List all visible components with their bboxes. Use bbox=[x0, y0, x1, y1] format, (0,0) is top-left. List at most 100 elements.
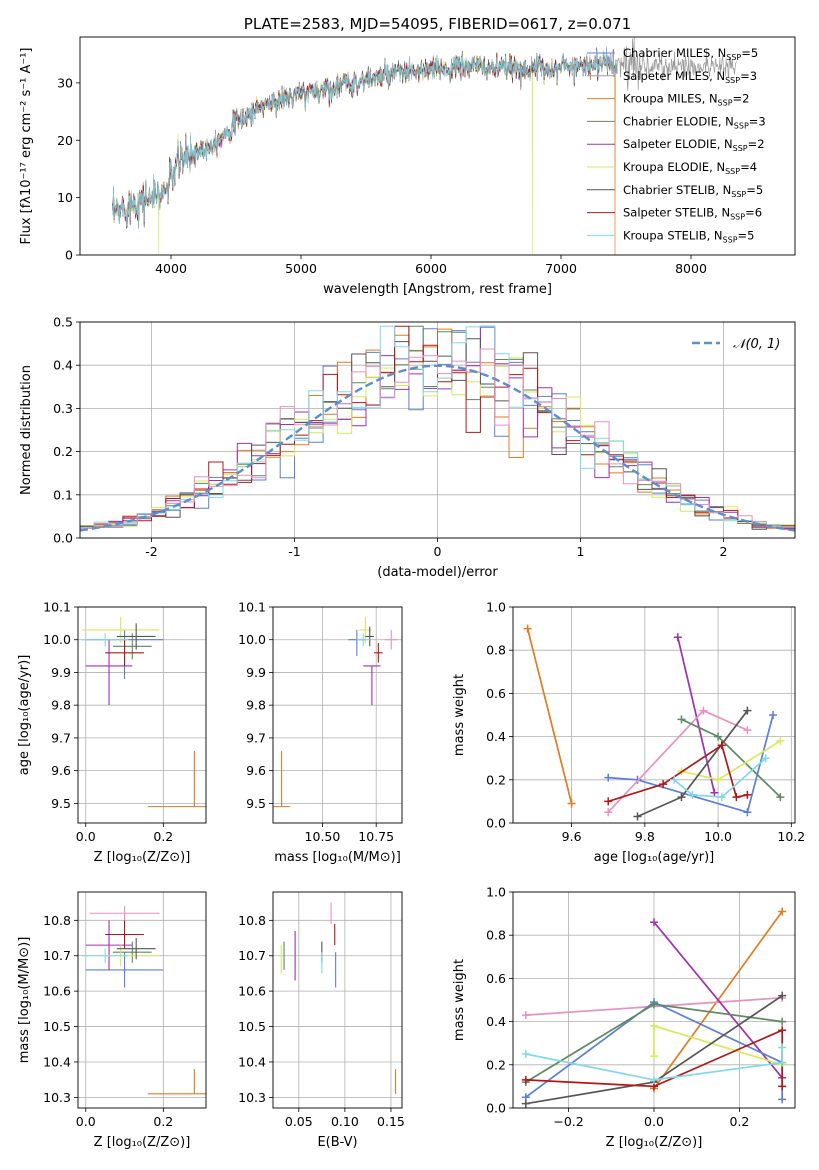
legend-sub: SSP bbox=[725, 76, 740, 85]
y-tick-label: 9.7 bbox=[51, 730, 71, 745]
y-tick-label: 0.2 bbox=[486, 772, 506, 787]
x-tick-label: 0.0 bbox=[644, 1114, 664, 1129]
weight-marker-salpeter-stelib bbox=[732, 793, 741, 802]
weight-line-kroupa-stelib bbox=[673, 757, 767, 798]
axes-frame bbox=[77, 891, 207, 1109]
weight-marker-kroupa-stelib bbox=[650, 1075, 658, 1084]
weight-marker-salpeter-elodie bbox=[710, 788, 719, 797]
weight-marker-extra_pink bbox=[699, 706, 708, 715]
legend-entry: Kroupa ELODIE, NSSP=4 bbox=[623, 160, 757, 176]
weight-marker-kroupa-elodie bbox=[650, 1021, 658, 1030]
y-tick-label: 1.0 bbox=[486, 600, 506, 615]
y-tick-label: 30 bbox=[57, 75, 73, 90]
legend-sub: SSP bbox=[733, 144, 748, 153]
y-tick-label: 10.1 bbox=[238, 600, 266, 615]
weight-marker-kroupa-elodie bbox=[714, 775, 723, 784]
x-tick-label: 10.2 bbox=[777, 829, 805, 844]
legend-sub: SSP bbox=[725, 167, 740, 176]
legend-entry: Salpeter ELODIE, NSSP=2 bbox=[623, 137, 765, 153]
x-tick-label: 0.05 bbox=[285, 1114, 313, 1129]
y-tick-label: 10.3 bbox=[238, 1090, 266, 1105]
legend-n: =2 bbox=[748, 137, 765, 151]
legend-sub: SSP bbox=[730, 213, 745, 222]
y-tick-label: 10.4 bbox=[43, 1054, 71, 1069]
weight-marker-chabrier-elodie bbox=[714, 732, 723, 741]
x-tick-label: 10.75 bbox=[358, 829, 394, 844]
weight-marker-salpeter-stelib bbox=[778, 1026, 787, 1035]
y-tick-label: 0.4 bbox=[53, 358, 73, 373]
legend-n: =3 bbox=[749, 114, 766, 128]
spectrum-line-kroupa-stelib bbox=[112, 46, 618, 229]
x-tick-label: 0.2 bbox=[730, 1114, 750, 1129]
y-tick-label: 10.6 bbox=[43, 984, 71, 999]
y-tick-label: 10.8 bbox=[238, 913, 266, 928]
weight-marker-kroupa-miles bbox=[567, 799, 576, 808]
point-chabrier-elodie bbox=[112, 633, 152, 660]
x-axis-label: wavelength [Angstrom, rest frame] bbox=[323, 282, 552, 297]
axes-frame bbox=[79, 321, 796, 539]
y-tick-label: 10.1 bbox=[43, 600, 71, 615]
x-tick-label: 5000 bbox=[285, 261, 317, 276]
weight-marker-chabrier-stelib bbox=[778, 991, 787, 1000]
x-tick-label: -1 bbox=[288, 544, 300, 559]
weight-marker-chabrier-stelib bbox=[677, 793, 686, 802]
legend-label: Kroupa ELODIE, N bbox=[623, 160, 725, 174]
point-extra_pink bbox=[384, 629, 398, 650]
y-tick-label: 1.0 bbox=[486, 885, 506, 900]
legend-entry: Kroupa STELIB, NSSP=5 bbox=[623, 228, 754, 244]
y-tick-label: 10.7 bbox=[43, 948, 71, 963]
y-tick-label: 0.6 bbox=[486, 686, 506, 701]
x-axis-label: Z [log₁₀(Z/Z⊙)] bbox=[606, 1135, 703, 1150]
legend-entry: Kroupa MILES, NSSP=2 bbox=[623, 92, 749, 108]
legend-entry: Chabrier MILES, NSSP=5 bbox=[623, 46, 758, 62]
weight-marker-chabrier-miles bbox=[778, 1095, 787, 1104]
axes-frame bbox=[512, 891, 796, 1109]
x-tick-label: 0.0 bbox=[76, 829, 96, 844]
weight-marker-salpeter-stelib bbox=[604, 797, 613, 806]
weight-marker-kroupa-stelib bbox=[688, 790, 697, 799]
y-tick-label: 0.3 bbox=[53, 401, 73, 416]
y-tick-label: 0.1 bbox=[53, 487, 73, 502]
legend-entry: Chabrier STELIB, NSSP=5 bbox=[623, 183, 763, 199]
legend-label: Salpeter STELIB, N bbox=[623, 206, 730, 220]
x-tick-label: 0.2 bbox=[153, 829, 173, 844]
x-tick-label: -2 bbox=[145, 544, 157, 559]
legend-normal-label: 𝒩(0, 1) bbox=[733, 337, 780, 352]
legend-entry: Salpeter MILES, NSSP=3 bbox=[623, 69, 757, 85]
y-tick-label: 9.6 bbox=[246, 763, 266, 778]
y-tick-label: 20 bbox=[57, 133, 73, 148]
weight-marker-chabrier-elodie bbox=[776, 793, 785, 802]
y-tick-label: 10.0 bbox=[43, 632, 71, 647]
y-tick-label: 9.5 bbox=[51, 796, 71, 811]
y-tick-label: 9.6 bbox=[51, 763, 71, 778]
y-tick-label: 0.2 bbox=[486, 1057, 506, 1072]
legend-sub: SSP bbox=[723, 235, 738, 244]
weight-marker-chabrier-miles bbox=[743, 808, 752, 817]
weight-marker-salpeter-stelib bbox=[659, 780, 668, 789]
point-kroupa-stelib bbox=[356, 633, 370, 647]
weight-marker-chabrier-miles bbox=[604, 773, 613, 782]
x-axis-label: Z [log₁₀(Z/Z⊙)] bbox=[94, 1135, 191, 1150]
y-tick-label: 0.4 bbox=[486, 1014, 506, 1029]
legend-sub: SSP bbox=[734, 121, 749, 130]
spectrum-line-salpeter-miles bbox=[112, 37, 737, 229]
spectrum-line-chabrier-stelib bbox=[112, 52, 618, 229]
axes-frame bbox=[77, 606, 207, 824]
legend-label: Chabrier ELODIE, N bbox=[623, 114, 734, 128]
point-chabrier-stelib bbox=[116, 938, 156, 960]
axes-weight_vs_Z: −0.2 0.0 0.2 0.0 0.2 0.4 0.6 0.8 1.0 Z [log₁₀(Z/Z… bbox=[452, 885, 795, 1150]
weight-marker-salpeter-stelib bbox=[778, 1082, 787, 1091]
legend-label: Kroupa STELIB, N bbox=[623, 228, 723, 242]
y-tick-label: 0.2 bbox=[53, 444, 73, 459]
weight-marker-salpeter-stelib bbox=[521, 1075, 530, 1084]
y-tick-label: 9.9 bbox=[246, 665, 266, 680]
x-tick-label: 8000 bbox=[675, 261, 707, 276]
point-kroupa-elodie bbox=[81, 616, 160, 643]
y-axis-label: mass weight bbox=[452, 674, 467, 756]
x-tick-label: 0.2 bbox=[153, 1114, 173, 1129]
weight-marker-kroupa-stelib bbox=[761, 754, 770, 763]
y-tick-label: 10.5 bbox=[238, 1019, 266, 1034]
point-kroupa-stelib bbox=[81, 948, 129, 963]
weight-line-kroupa-stelib bbox=[525, 1047, 784, 1081]
